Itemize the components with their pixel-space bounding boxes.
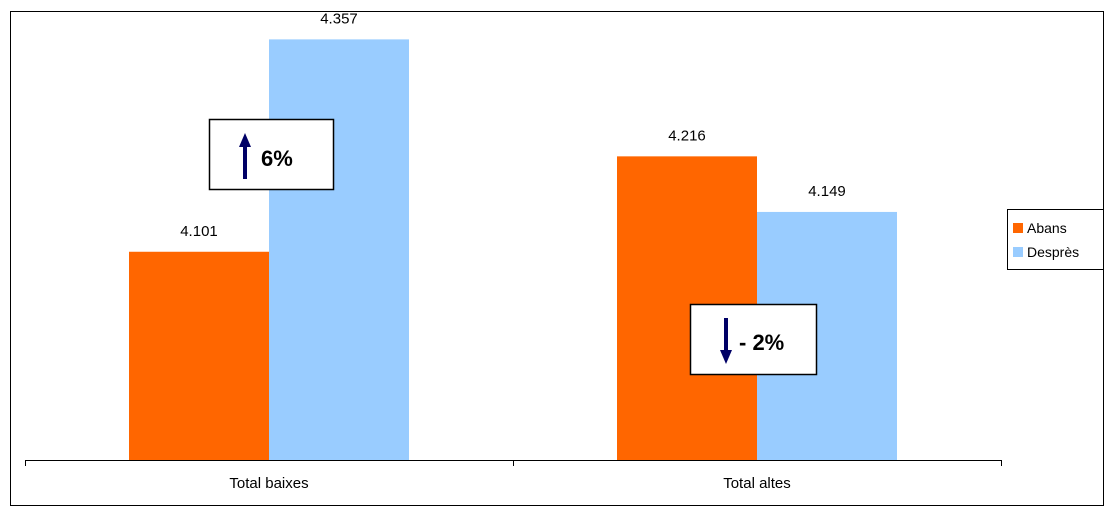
bar-chart: 4.101 4.357 4.216 4.149 Total baixes Total al… bbox=[25, 12, 1103, 492]
callout-text-total-baixes: 6% bbox=[261, 146, 293, 171]
bar-total-baixes-abans bbox=[129, 251, 269, 460]
arrow-head-up-icon bbox=[239, 133, 251, 147]
legend-label-despr-s: Desprès bbox=[1027, 244, 1079, 260]
x-tick-label-total-baixes: Total baixes bbox=[229, 475, 308, 492]
callout-text-total-altes: - 2% bbox=[739, 330, 784, 355]
data-label-total-altes-abans: 4.216 bbox=[668, 127, 706, 144]
callout-box-total-altes bbox=[689, 303, 818, 376]
bar-total-baixes-despr-s bbox=[269, 39, 409, 460]
data-label-total-baixes-despr-s: 4.357 bbox=[320, 12, 358, 27]
chart-frame: 4.101 4.357 4.216 4.149 Total baixes Total al… bbox=[10, 11, 1104, 506]
legend-swatch-abans bbox=[1013, 223, 1023, 233]
legend-swatch-despr-s bbox=[1013, 247, 1023, 257]
x-tick-label-total-altes: Total altes bbox=[723, 475, 791, 492]
legend-label-abans: Abans bbox=[1027, 220, 1067, 236]
legend-box bbox=[1007, 209, 1103, 270]
data-label-total-baixes-abans: 4.101 bbox=[180, 223, 218, 240]
arrow-head-down-icon bbox=[720, 350, 732, 364]
data-label-total-altes-despr-s: 4.149 bbox=[808, 183, 846, 200]
callout-box-total-baixes bbox=[208, 118, 335, 191]
